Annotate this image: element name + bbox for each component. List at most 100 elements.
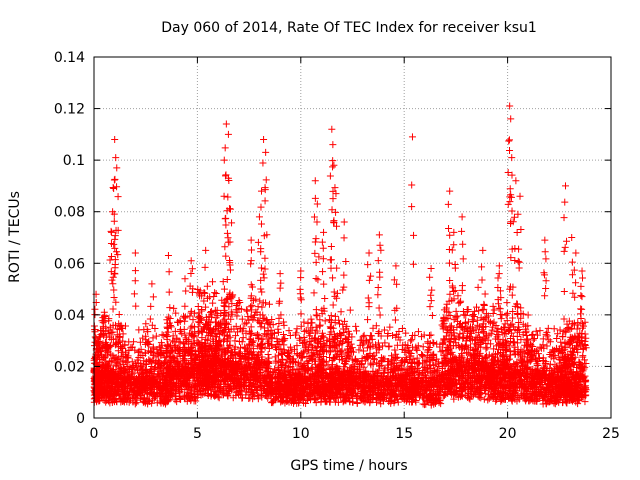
data-point: [92, 377, 100, 385]
data-point: [151, 393, 159, 401]
data-point: [152, 332, 160, 340]
data-point: [124, 382, 132, 390]
data-point: [144, 396, 152, 404]
data-point: [121, 341, 129, 349]
data-point: [149, 334, 157, 342]
data-point: [135, 326, 143, 334]
data-point: [125, 368, 133, 376]
data-point: [131, 400, 139, 408]
data-point: [113, 397, 121, 405]
data-point: [123, 354, 131, 362]
data-point: [103, 346, 111, 354]
data-point: [115, 391, 123, 399]
data-point: [102, 398, 110, 406]
data-point: [120, 388, 128, 396]
data-point: [144, 340, 152, 348]
data-point: [107, 383, 115, 391]
data-point: [116, 343, 124, 351]
data-point: [104, 363, 112, 371]
data-point: [163, 332, 171, 340]
data-point: [295, 334, 303, 342]
data-point: [98, 391, 106, 399]
data-point: [254, 330, 262, 338]
data-point: [398, 324, 406, 332]
data-point: [104, 387, 112, 395]
data-point: [112, 362, 120, 370]
data-point: [146, 376, 154, 384]
data-point: [124, 362, 132, 370]
data-point: [119, 330, 127, 338]
data-point: [139, 334, 147, 342]
data-point: [265, 300, 273, 308]
data-point: [102, 340, 110, 348]
data-point: [157, 379, 165, 387]
data-point: [117, 364, 125, 372]
data-point: [148, 348, 156, 356]
data-point: [155, 384, 163, 392]
data-point: [271, 353, 279, 361]
data-point: [385, 343, 393, 351]
data-point: [455, 299, 463, 307]
data-point: [133, 383, 141, 391]
data-point: [247, 303, 255, 311]
data-point: [154, 373, 162, 381]
data-point: [150, 394, 158, 402]
data-point: [138, 366, 146, 374]
data-point: [149, 343, 157, 351]
data-point: [109, 375, 117, 383]
data-point: [122, 393, 130, 401]
data-point: [346, 306, 354, 314]
data-point: [145, 374, 153, 382]
data-point: [100, 383, 108, 391]
data-point: [482, 345, 490, 353]
data-point: [105, 397, 113, 405]
data-point: [101, 354, 109, 362]
data-point: [135, 347, 143, 355]
data-point: [146, 347, 154, 355]
data-point: [119, 337, 127, 345]
data-point: [274, 325, 282, 333]
data-point: [408, 336, 416, 344]
data-point: [136, 338, 144, 346]
data-point: [209, 278, 217, 286]
data-point: [169, 337, 177, 345]
data-point: [110, 388, 118, 396]
data-point: [112, 379, 120, 387]
data-point: [109, 352, 117, 360]
data-point: [456, 298, 464, 306]
data-point: [331, 312, 339, 320]
data-point: [117, 369, 125, 377]
data-point: [109, 366, 117, 374]
data-point: [102, 347, 110, 355]
data-point: [130, 387, 138, 395]
data-point: [353, 327, 361, 335]
data-point: [133, 356, 141, 364]
data-point: [128, 343, 136, 351]
data-point: [277, 345, 285, 353]
data-point: [114, 338, 122, 346]
data-point: [102, 393, 110, 401]
data-point: [154, 359, 162, 367]
data-point: [114, 383, 122, 391]
chart-title: Day 060 of 2014, Rate Of TEC Index for r…: [161, 20, 537, 36]
data-point: [131, 393, 139, 401]
data-point: [280, 321, 288, 329]
data-point: [264, 351, 272, 359]
data-point: [122, 322, 130, 330]
data-point: [116, 394, 124, 402]
data-point: [116, 326, 124, 334]
data-point: [106, 357, 114, 365]
data-point: [122, 350, 130, 358]
data-point: [91, 384, 99, 392]
data-point: [117, 352, 125, 360]
data-point: [481, 290, 489, 298]
data-point: [121, 357, 129, 365]
data-point: [132, 391, 140, 399]
data-point: [143, 339, 151, 347]
data-point: [142, 320, 150, 328]
data-point: [236, 344, 244, 352]
data-point: [99, 367, 107, 375]
data-point: [115, 311, 123, 319]
data-point: [450, 316, 458, 324]
